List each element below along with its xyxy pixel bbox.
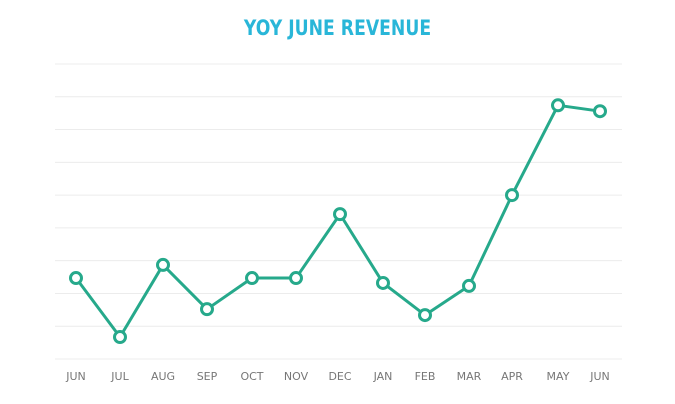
data-point-marker[interactable] (376, 275, 390, 290)
x-axis-label: JUN (65, 370, 86, 383)
gridlines (55, 63, 622, 360)
data-point-marker[interactable] (333, 207, 347, 222)
data-point-marker[interactable] (418, 308, 432, 323)
data-point-marker[interactable] (593, 104, 607, 119)
x-axis-label: JUL (110, 370, 129, 383)
x-axis-label: SEP (197, 370, 218, 383)
data-point-marker[interactable] (289, 271, 303, 286)
data-point-marker[interactable] (245, 271, 259, 286)
x-axis-label: AUG (151, 370, 175, 383)
data-point-marker[interactable] (69, 271, 83, 286)
x-axis-label: JUN (589, 370, 610, 383)
x-axis-label: DEC (328, 370, 351, 383)
series-line (74, 103, 601, 339)
chart-title: YOY JUNE REVENUE (243, 16, 432, 40)
x-axis-labels: JUN JUL AUG SEP OCT NOV DEC JAN FEB MAR APR MAY JUN (65, 370, 610, 383)
x-axis-label: NOV (284, 370, 309, 383)
data-point-marker[interactable] (113, 330, 127, 345)
data-point-marker[interactable] (462, 278, 476, 293)
x-axis-label: FEB (415, 370, 436, 383)
x-axis-label: OCT (240, 370, 263, 383)
data-series (69, 98, 607, 345)
x-axis-label: JAN (373, 370, 393, 383)
data-point-marker[interactable] (505, 188, 519, 203)
x-axis-label: MAR (457, 370, 482, 383)
data-point-marker[interactable] (200, 302, 214, 317)
x-axis-label: MAY (547, 370, 570, 383)
data-point-marker[interactable] (551, 98, 565, 113)
data-point-marker[interactable] (156, 257, 170, 272)
x-axis-label: APR (501, 370, 523, 383)
